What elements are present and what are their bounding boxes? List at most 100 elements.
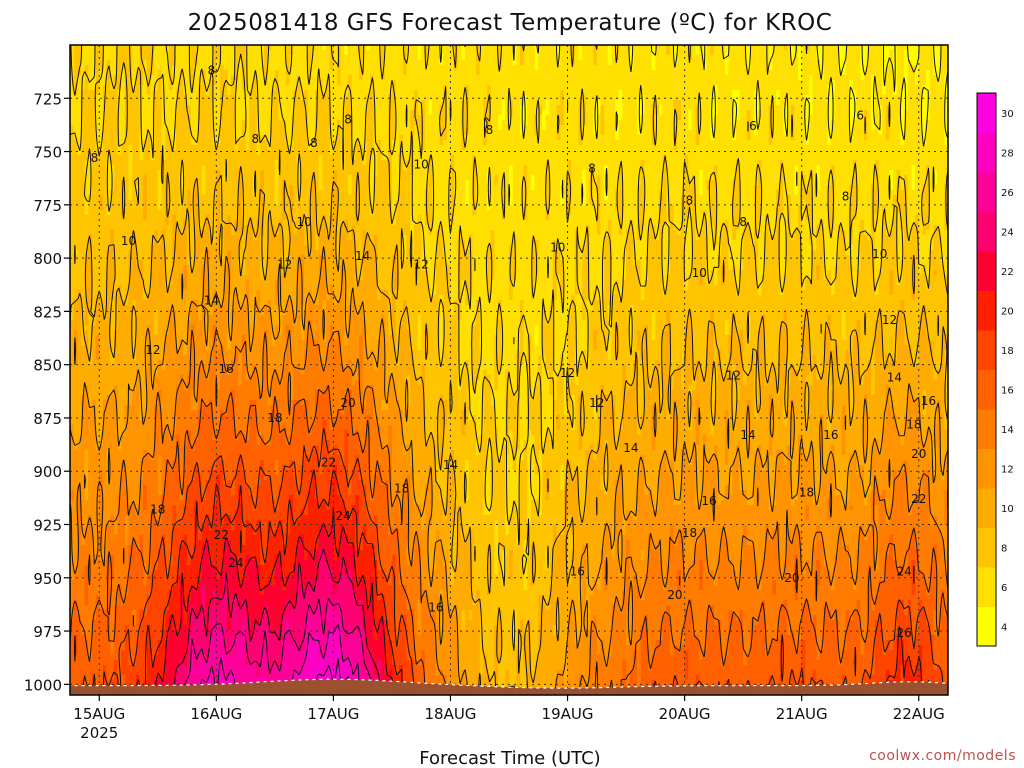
field-cell xyxy=(370,70,374,76)
field-cell xyxy=(344,60,348,66)
field-cell xyxy=(505,45,509,51)
field-cell xyxy=(729,55,733,61)
field-cell xyxy=(677,60,681,66)
field-cell xyxy=(546,45,550,51)
field-cell xyxy=(143,60,147,66)
field-cell xyxy=(487,45,491,51)
field-cell xyxy=(279,50,283,56)
field-cell xyxy=(791,50,795,56)
field-cell xyxy=(809,50,813,56)
field-cell xyxy=(410,50,414,56)
field-cell xyxy=(88,45,92,51)
field-cell xyxy=(322,65,326,71)
field-cell xyxy=(483,55,487,61)
field-cell xyxy=(513,70,517,76)
field-cell xyxy=(136,60,140,66)
field-cell xyxy=(491,60,495,66)
field-cell xyxy=(403,65,407,71)
field-cell xyxy=(824,55,828,61)
field-cell xyxy=(692,50,696,56)
field-cell xyxy=(293,70,297,76)
field-cell xyxy=(483,50,487,56)
field-cell xyxy=(322,50,326,56)
field-cell xyxy=(352,50,356,56)
field-cell xyxy=(202,55,206,61)
field-cell xyxy=(736,45,740,51)
field-cell xyxy=(169,55,173,61)
field-cell xyxy=(118,60,122,66)
field-cell xyxy=(494,65,498,71)
field-cell xyxy=(586,60,590,66)
field-cell xyxy=(271,50,275,56)
field-cell xyxy=(180,55,184,61)
field-cell xyxy=(659,70,663,76)
field-cell xyxy=(911,45,915,51)
field-cell xyxy=(739,55,743,61)
field-cell xyxy=(326,50,330,56)
field-cell xyxy=(513,65,517,71)
field-cell xyxy=(469,65,473,71)
field-cell xyxy=(271,65,275,71)
field-cell xyxy=(926,60,930,66)
field-cell xyxy=(176,45,180,51)
field-cell xyxy=(505,60,509,66)
field-cell xyxy=(878,60,882,66)
field-cell xyxy=(297,65,301,71)
field-cell xyxy=(849,65,853,71)
field-cell xyxy=(85,65,89,71)
field-cell xyxy=(158,50,162,56)
field-cell xyxy=(831,60,835,66)
field-cell xyxy=(183,50,187,56)
field-cell xyxy=(626,70,630,76)
field-cell xyxy=(476,65,480,71)
field-cell xyxy=(761,60,765,66)
field-cell xyxy=(600,50,604,56)
field-cell xyxy=(315,45,319,51)
field-cell xyxy=(718,60,722,66)
field-cell xyxy=(707,55,711,61)
field-cell xyxy=(355,70,359,76)
field-cell xyxy=(641,70,645,76)
field-cell xyxy=(110,55,114,61)
field-cell xyxy=(425,70,429,76)
field-cell xyxy=(304,50,308,56)
field-cell xyxy=(739,60,743,66)
field-cell xyxy=(502,55,506,61)
field-cell xyxy=(546,60,550,66)
field-cell xyxy=(575,60,579,66)
field-cell xyxy=(611,55,615,61)
field-cell xyxy=(388,50,392,56)
field-cell xyxy=(758,50,762,56)
field-cell xyxy=(926,50,930,56)
field-cell xyxy=(509,70,513,76)
field-cell xyxy=(392,60,396,66)
field-cell xyxy=(677,50,681,56)
field-cell xyxy=(337,45,341,51)
field-cell xyxy=(692,45,696,51)
field-cell xyxy=(688,65,692,71)
field-cell xyxy=(297,45,301,51)
field-cell xyxy=(227,70,231,76)
field-cell xyxy=(297,55,301,61)
field-cell xyxy=(403,70,407,76)
field-cell xyxy=(593,55,597,61)
field-cell xyxy=(487,65,491,71)
field-cell xyxy=(579,45,583,51)
field-cell xyxy=(659,50,663,56)
field-cell xyxy=(557,45,561,51)
field-cell xyxy=(772,55,776,61)
field-cell xyxy=(776,60,780,66)
field-cell xyxy=(337,50,341,56)
field-cell xyxy=(147,65,151,71)
field-cell xyxy=(333,70,337,76)
field-cell xyxy=(831,50,835,56)
field-cell xyxy=(824,50,828,56)
field-cell xyxy=(308,50,312,56)
field-cell xyxy=(557,70,561,76)
field-cell xyxy=(129,50,133,56)
field-cell xyxy=(198,45,202,51)
field-cell xyxy=(568,65,572,71)
field-cell xyxy=(377,55,381,61)
field-cell xyxy=(502,65,506,71)
field-cell xyxy=(88,50,92,56)
